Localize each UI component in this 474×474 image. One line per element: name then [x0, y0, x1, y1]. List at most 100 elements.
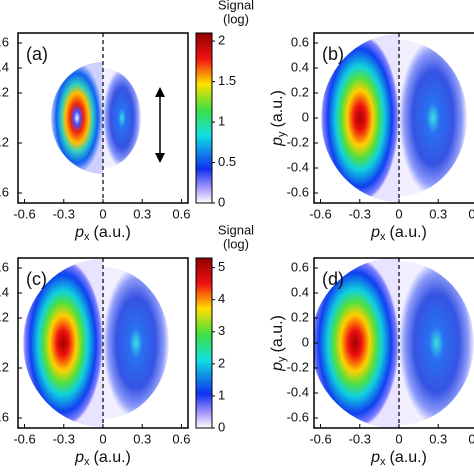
- y-tick-label: 0.4: [291, 59, 309, 74]
- x-tick-label: 0: [395, 206, 402, 221]
- axis-label: px (a.u.): [74, 449, 131, 468]
- y-tick-label: 0.2: [0, 309, 9, 324]
- x-tick-label: -0.6: [13, 206, 35, 221]
- x-tick-label: -0.6: [309, 206, 331, 221]
- colorbar-title: Signal: [218, 222, 254, 237]
- colorbar-tick-label: 2: [218, 355, 225, 370]
- x-tick-label: -0.6: [13, 431, 35, 446]
- colorbar-tick-label: 1: [218, 113, 225, 128]
- colorbar-tick-label: 0: [218, 419, 225, 434]
- x-tick-label: 0.6: [468, 206, 474, 221]
- y-tick-label: 0.4: [0, 59, 9, 74]
- y-tick-label: -0.2: [287, 359, 309, 374]
- y-tick-label: 0: [302, 334, 309, 349]
- y-tick-label: 0.6: [0, 259, 9, 274]
- x-tick-label: 0: [99, 431, 106, 446]
- axis-label: px (a.u.): [370, 224, 427, 243]
- y-tick-label: 0.2: [291, 309, 309, 324]
- label-subscript: y: [276, 356, 288, 362]
- panel-label: (b): [322, 44, 344, 64]
- colorbar-tick-label: 5: [218, 259, 225, 274]
- x-tick-label: 0.6: [468, 431, 474, 446]
- y-tick-label: 0.2: [291, 84, 309, 99]
- label-unit: (a.u.): [390, 449, 427, 466]
- colorbar: [195, 32, 213, 204]
- label-subscript: y: [276, 131, 288, 137]
- x-tick-label: 0.3: [429, 206, 447, 221]
- label-symbol: p: [269, 137, 286, 147]
- y-tick-label: -0.4: [287, 384, 309, 399]
- y-tick-label: -0.6: [0, 184, 9, 199]
- x-tick-label: 0: [395, 431, 402, 446]
- panel-label: (d): [322, 269, 344, 289]
- y-tick-label: 0.6: [291, 259, 309, 274]
- y-tick-label: 0.6: [291, 34, 309, 49]
- colorbar-title: (log): [223, 236, 249, 251]
- axis-label: py (a.u.): [269, 90, 288, 147]
- y-tick-label: 0.6: [0, 34, 9, 49]
- colorbar-tick-label: 0: [218, 194, 225, 209]
- colorbar-tick-label: 0.5: [218, 154, 236, 169]
- y-tick-label: -0.2: [0, 134, 9, 149]
- x-tick-label: 0.3: [133, 431, 151, 446]
- y-tick-label: -0.6: [287, 409, 309, 424]
- heat-right: [399, 40, 467, 196]
- colorbar-tick-label: 3: [218, 323, 225, 338]
- colorbar-tick-label: 1: [218, 387, 225, 402]
- label-symbol: p: [74, 224, 84, 241]
- panel-label: (a): [26, 44, 48, 64]
- label-symbol: p: [74, 449, 84, 466]
- label-symbol: p: [370, 449, 380, 466]
- y-tick-label: 0.2: [0, 84, 9, 99]
- heatmap: [321, 34, 467, 202]
- heat-left: [51, 62, 103, 174]
- colorbar-title: (log): [223, 11, 249, 26]
- heat-left: [321, 34, 399, 202]
- axis-label: px (a.u.): [370, 449, 427, 468]
- heatmap: [314, 258, 474, 428]
- heat-right: [103, 68, 141, 168]
- heatmap: [23, 259, 169, 427]
- x-tick-label: -0.3: [53, 206, 75, 221]
- y-tick-label: -0.2: [287, 134, 309, 149]
- y-tick-label: 0: [302, 109, 309, 124]
- x-tick-label: 0.3: [429, 431, 447, 446]
- label-subscript: x: [84, 231, 90, 243]
- y-tick-label: 0.4: [0, 284, 9, 299]
- label-subscript: x: [380, 456, 386, 468]
- y-tick-label: -0.6: [287, 184, 309, 199]
- label-subscript: x: [84, 456, 90, 468]
- heatmap: [51, 62, 141, 174]
- y-tick-label: -0.4: [287, 159, 309, 174]
- colorbar-tick-label: 2: [218, 33, 225, 48]
- heat-left: [314, 258, 399, 428]
- x-tick-label: 0: [99, 206, 106, 221]
- label-unit: (a.u.): [94, 449, 131, 466]
- colorbar: [195, 257, 213, 429]
- panel-label: (c): [26, 269, 47, 289]
- label-unit: (a.u.): [390, 224, 427, 241]
- y-tick-label: 0.4: [291, 284, 309, 299]
- label-symbol: p: [370, 224, 380, 241]
- heat-right: [103, 267, 169, 419]
- label-symbol: p: [269, 362, 286, 372]
- heat-right: [399, 261, 474, 425]
- x-tick-label: -0.6: [309, 431, 331, 446]
- x-tick-label: -0.3: [349, 206, 371, 221]
- colorbar-tick-label: 4: [218, 291, 225, 306]
- y-tick-label: -0.6: [0, 409, 9, 424]
- x-tick-label: 0.3: [133, 206, 151, 221]
- x-tick-label: 0.6: [172, 206, 190, 221]
- label-unit: (a.u.): [269, 315, 286, 352]
- y-tick-label: -0.2: [0, 359, 9, 374]
- colorbar-title: Signal: [218, 0, 254, 12]
- colorbar-tick-label: 1.5: [218, 73, 236, 88]
- x-tick-label: 0.6: [172, 431, 190, 446]
- label-unit: (a.u.): [269, 90, 286, 127]
- x-tick-label: -0.3: [349, 431, 371, 446]
- label-subscript: x: [380, 231, 386, 243]
- axis-label: px (a.u.): [74, 224, 131, 243]
- label-unit: (a.u.): [94, 224, 131, 241]
- axis-label: py (a.u.): [269, 315, 288, 372]
